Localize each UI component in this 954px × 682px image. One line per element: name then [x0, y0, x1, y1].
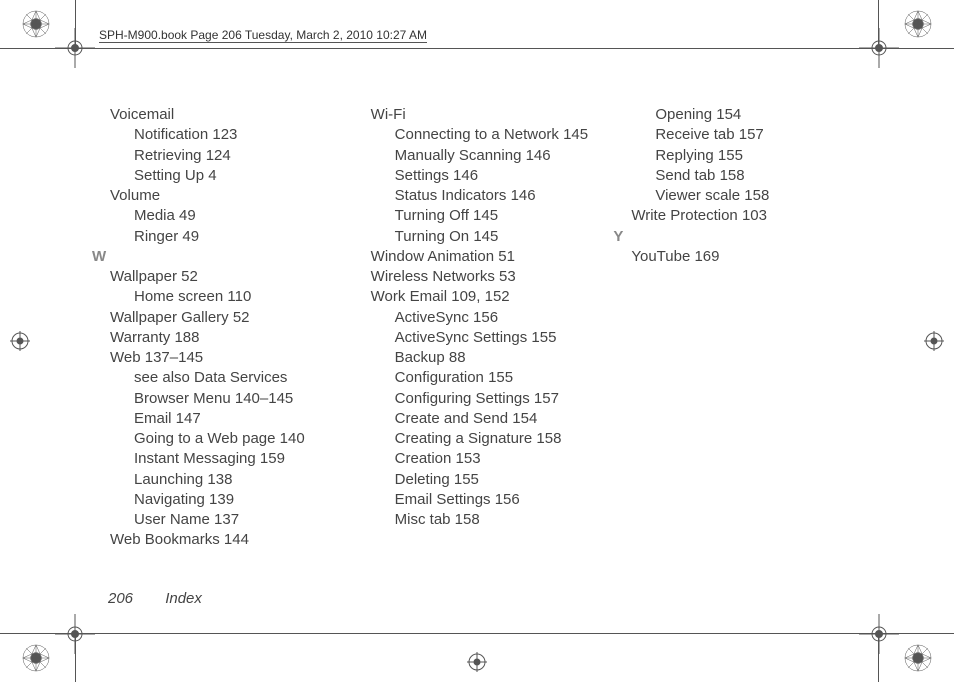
index-subentry: Turning On 145: [371, 227, 610, 247]
index-subentry: Manually Scanning 146: [371, 146, 610, 166]
page-header: SPH-M900.book Page 206 Tuesday, March 2,…: [95, 28, 859, 48]
index-subentry: Connecting to a Network 145: [371, 125, 610, 145]
index-column-3: Opening 154Receive tab 157Replying 155Se…: [631, 105, 870, 551]
index-subentry: Settings 146: [371, 166, 610, 186]
registration-mark-bottom-center: [467, 652, 487, 672]
index-column-1: VoicemailNotification 123Retrieving 124S…: [110, 105, 349, 551]
index-subentry: Home screen 110: [110, 287, 349, 307]
index-subentry: Status Indicators 146: [371, 186, 610, 206]
index-subentry: Notification 123: [110, 125, 349, 145]
index-subentry: Viewer scale 158: [631, 186, 870, 206]
index-entry: Wallpaper Gallery 52: [110, 308, 349, 328]
index-subentry: Retrieving 124: [110, 146, 349, 166]
index-entry: Wallpaper 52: [110, 267, 349, 287]
crop-rule-bottom: [0, 633, 954, 634]
index-entry: Window Animation 51: [371, 247, 610, 267]
index-entry: Volume: [110, 186, 349, 206]
index-subentry: Turning Off 145: [371, 206, 610, 226]
index-subentry: Creation 153: [371, 449, 610, 469]
index-subentry: Going to a Web page 140: [110, 429, 349, 449]
index-subentry: Ringer 49: [110, 227, 349, 247]
crop-target-bl: [55, 614, 95, 654]
index-section-letter: Y: [613, 227, 870, 247]
index-subentry: Misc tab 158: [371, 510, 610, 530]
index-subentry: Deleting 155: [371, 470, 610, 490]
crop-target-tl: [55, 28, 95, 68]
index-entry: YouTube 169: [631, 247, 870, 267]
index-subentry: ActiveSync 156: [371, 308, 610, 328]
index-entry: Work Email 109, 152: [371, 287, 610, 307]
index-subentry: Navigating 139: [110, 490, 349, 510]
index-subentry: Configuring Settings 157: [371, 389, 610, 409]
registration-mark-br: [904, 644, 932, 672]
registration-mark-bl: [22, 644, 50, 672]
registration-mark-left: [10, 331, 30, 351]
index-subentry: Email 147: [110, 409, 349, 429]
index-subentry: Receive tab 157: [631, 125, 870, 145]
index-subentry: Send tab 158: [631, 166, 870, 186]
index-subentry: Instant Messaging 159: [110, 449, 349, 469]
footer-label: Index: [165, 590, 202, 607]
index-section-letter: W: [92, 247, 349, 267]
index-subentry: see also Data Services: [110, 368, 349, 388]
index-entry: Write Protection 103: [631, 206, 870, 226]
index-entry: Warranty 188: [110, 328, 349, 348]
index-column-2: Wi-FiConnecting to a Network 145Manually…: [371, 105, 610, 551]
index-entry: Web 137–145: [110, 348, 349, 368]
index-content: VoicemailNotification 123Retrieving 124S…: [110, 105, 870, 587]
index-entry: Wireless Networks 53: [371, 267, 610, 287]
index-subentry: Email Settings 156: [371, 490, 610, 510]
index-subentry: Opening 154: [631, 105, 870, 125]
index-subentry: User Name 137: [110, 510, 349, 530]
crop-rule-top: [0, 48, 954, 49]
registration-mark-tl: [22, 10, 50, 38]
index-subentry: Create and Send 154: [371, 409, 610, 429]
index-entry: Wi-Fi: [371, 105, 610, 125]
index-subentry: Browser Menu 140–145: [110, 389, 349, 409]
index-subentry: Backup 88: [371, 348, 610, 368]
index-subentry: Creating a Signature 158: [371, 429, 610, 449]
crop-target-br: [859, 614, 899, 654]
index-subentry: ActiveSync Settings 155: [371, 328, 610, 348]
index-subentry: Media 49: [110, 206, 349, 226]
index-subentry: Configuration 155: [371, 368, 610, 388]
index-subentry: Launching 138: [110, 470, 349, 490]
index-entry: Web Bookmarks 144: [110, 530, 349, 550]
index-columns: VoicemailNotification 123Retrieving 124S…: [110, 105, 870, 551]
footer-page-number: 206: [108, 590, 133, 607]
index-subentry: Setting Up 4: [110, 166, 349, 186]
registration-mark-right: [924, 331, 944, 351]
registration-mark-tr: [904, 10, 932, 38]
index-subentry: Replying 155: [631, 146, 870, 166]
page-footer: 206 Index: [108, 590, 202, 607]
index-entry: Voicemail: [110, 105, 349, 125]
book-header-text: SPH-M900.book Page 206 Tuesday, March 2,…: [99, 28, 427, 43]
crop-target-tr: [859, 28, 899, 68]
